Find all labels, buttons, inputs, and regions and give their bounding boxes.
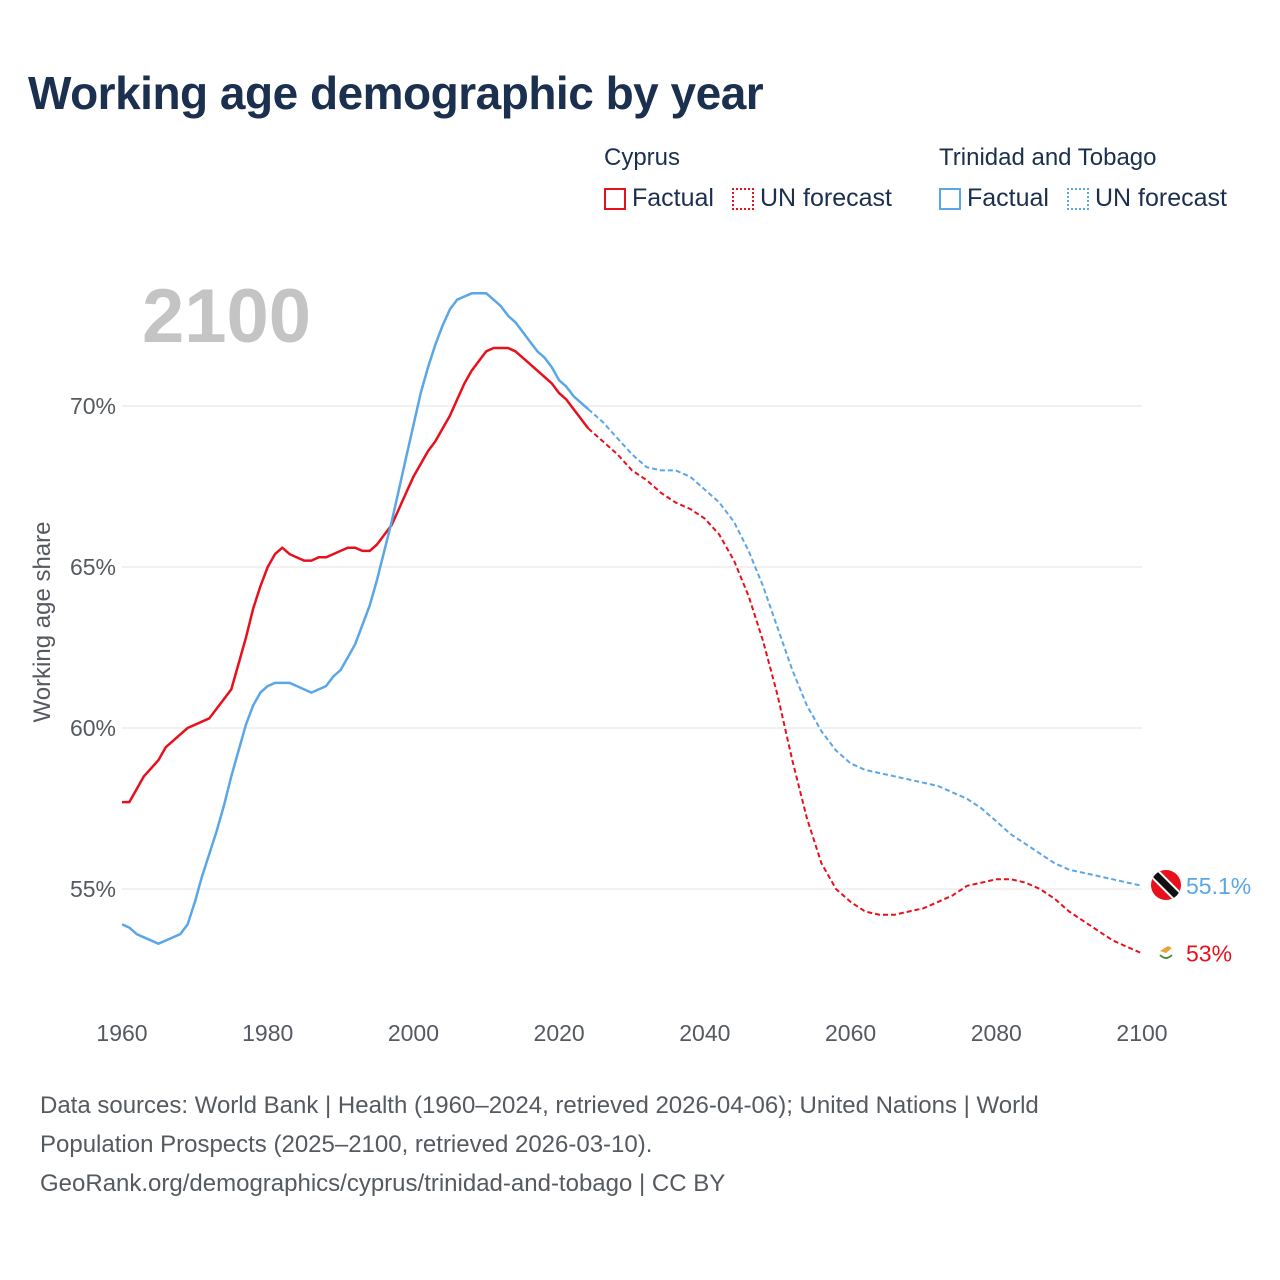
data-sources: Data sources: World Bank | Health (1960–… bbox=[40, 1086, 1220, 1203]
legend-swatch-dotted bbox=[1066, 187, 1089, 210]
legend-label-factual: Factual bbox=[967, 184, 1049, 212]
sources-line-1: Data sources: World Bank | Health (1960–… bbox=[40, 1092, 1039, 1119]
y-tick-label: 65% bbox=[70, 554, 116, 580]
cyprus-flag-icon bbox=[1157, 943, 1175, 961]
x-tick-label: 1980 bbox=[242, 1020, 293, 1046]
legend-swatch-solid bbox=[604, 187, 626, 210]
trinidad-flag-icon bbox=[1151, 870, 1181, 900]
x-tick-label: 1960 bbox=[96, 1020, 147, 1046]
legend-country-cyprus: Cyprus bbox=[604, 144, 681, 171]
legend-country-trinidad: Trinidad and Tobago bbox=[939, 144, 1157, 171]
legend-group-trinidad: Trinidad and Tobago Factual UN forecast bbox=[939, 144, 1245, 213]
grid-lines bbox=[122, 405, 1142, 890]
trinidad-factual-line bbox=[121, 292, 590, 945]
line-chart: 2100 55% 60% 65% 70% 1960 1980 2000 2020 2040 20… bbox=[29, 274, 1251, 1046]
end-markers bbox=[1151, 870, 1181, 961]
legend-group-cyprus: Cyprus Factual UN forecast bbox=[604, 144, 910, 213]
x-tick-label: 2040 bbox=[679, 1020, 730, 1046]
legend-item-trinidad-factual[interactable]: Factual bbox=[939, 184, 1049, 213]
y-tick-label: 70% bbox=[70, 393, 116, 419]
x-tick-label: 2020 bbox=[534, 1020, 585, 1046]
chart-title: Working age demographic by year bbox=[28, 67, 764, 119]
cyprus-forecast-line bbox=[587, 427, 1143, 955]
cyprus-end-label: 53% bbox=[1186, 940, 1232, 966]
trinidad-forecast-line bbox=[587, 408, 1143, 887]
x-axis: 1960 1980 2000 2020 2040 2060 2080 2100 bbox=[96, 1020, 1167, 1046]
x-tick-label: 2060 bbox=[825, 1020, 876, 1046]
y-axis-label: Working age share bbox=[29, 522, 56, 723]
legend-label-forecast: UN forecast bbox=[1094, 184, 1227, 212]
trinidad-end-label: 55.1% bbox=[1186, 873, 1251, 899]
legend-label-factual: Factual bbox=[632, 184, 714, 212]
legend-swatch-dotted bbox=[731, 187, 754, 210]
sources-attribution[interactable]: GeoRank.org/demographics/cyprus/trinidad… bbox=[40, 1170, 726, 1197]
cyprus-factual-line bbox=[122, 346, 590, 804]
y-tick-label: 60% bbox=[70, 715, 116, 741]
x-tick-label: 2000 bbox=[388, 1020, 439, 1046]
y-axis: 55% 60% 65% 70% bbox=[70, 393, 116, 902]
legend-label-forecast: UN forecast bbox=[759, 184, 892, 212]
series-layer bbox=[121, 292, 1143, 955]
legend-item-cyprus-factual[interactable]: Factual bbox=[604, 184, 714, 213]
sources-line-2: Population Prospects (2025–2100, retriev… bbox=[40, 1131, 653, 1158]
y-tick-label: 55% bbox=[70, 876, 116, 902]
x-tick-label: 2080 bbox=[971, 1020, 1022, 1046]
end-labels: 53% 55.1% bbox=[1186, 873, 1251, 967]
legend-swatch-solid bbox=[939, 187, 961, 210]
legend-item-trinidad-forecast[interactable]: UN forecast bbox=[1066, 184, 1227, 213]
legend-item-cyprus-forecast[interactable]: UN forecast bbox=[731, 184, 892, 213]
year-watermark: 2100 bbox=[142, 274, 311, 359]
x-tick-label: 2100 bbox=[1116, 1020, 1167, 1046]
